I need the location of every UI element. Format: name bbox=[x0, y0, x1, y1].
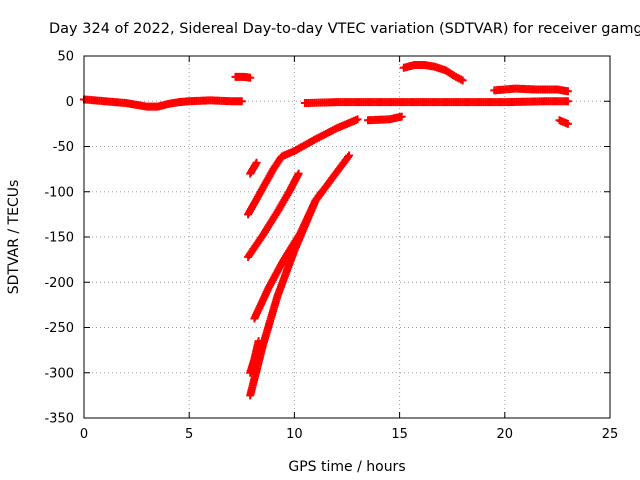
y-tick-label: -300 bbox=[44, 366, 74, 381]
series-curve-b bbox=[244, 169, 303, 261]
data-point bbox=[317, 187, 326, 196]
data-point bbox=[246, 73, 255, 82]
y-axis-label: SDTVAR / TECUs bbox=[6, 180, 22, 295]
data-point bbox=[254, 337, 263, 346]
data-point bbox=[563, 97, 572, 106]
data-points bbox=[80, 61, 572, 400]
plot-frame bbox=[83, 55, 611, 419]
y-tick-label: 50 bbox=[57, 50, 74, 65]
x-tick-label: 0 bbox=[80, 427, 88, 442]
data-marker bbox=[316, 189, 325, 198]
data-point bbox=[294, 169, 303, 178]
grid-lines bbox=[84, 56, 610, 418]
tick-labels: 0 5 10 15 20 25 -350 -300 -250 -200 -150 -100 -50 0 50 bbox=[44, 50, 618, 443]
data-point bbox=[397, 112, 406, 121]
y-tick-label: -250 bbox=[44, 321, 74, 336]
y-tick-label: -150 bbox=[44, 231, 74, 246]
y-tick-label: -350 bbox=[44, 412, 74, 427]
x-tick-label: 10 bbox=[286, 427, 303, 442]
y-tick-label: 0 bbox=[66, 95, 74, 110]
data-point bbox=[563, 87, 572, 96]
series-isolated-tail bbox=[555, 116, 572, 128]
series-curve-a bbox=[244, 115, 362, 219]
x-tick-label: 5 bbox=[185, 427, 193, 442]
x-tick-label: 20 bbox=[497, 427, 514, 442]
series-upper-trace-evening bbox=[490, 84, 572, 96]
axis-ticks bbox=[83, 55, 611, 419]
data-point bbox=[237, 97, 246, 106]
y-tick-label: -200 bbox=[44, 276, 74, 291]
y-tick-label: -100 bbox=[44, 185, 74, 200]
data-point bbox=[353, 115, 362, 124]
series-baseline-midday bbox=[300, 97, 572, 108]
data-point bbox=[563, 119, 572, 128]
series-short-segment-b bbox=[246, 337, 263, 377]
x-tick-label: 15 bbox=[391, 427, 408, 442]
series-short-segment-early bbox=[231, 72, 255, 82]
y-tick-label: -50 bbox=[53, 140, 74, 155]
series-mid-dip bbox=[364, 112, 406, 125]
x-axis-label: GPS time / hours bbox=[288, 459, 405, 475]
series-upper-arc-late bbox=[399, 61, 467, 85]
chart-title: Day 324 of 2022, Sidereal Day-to-day VTE… bbox=[49, 21, 640, 37]
series-curve-d bbox=[246, 187, 326, 400]
series-short-segment-a bbox=[246, 158, 261, 178]
series-baseline-morning bbox=[80, 95, 246, 111]
x-tick-label: 25 bbox=[602, 427, 619, 442]
data-point bbox=[345, 151, 354, 160]
data-point bbox=[252, 158, 261, 167]
data-marker bbox=[343, 153, 352, 162]
data-point bbox=[458, 76, 467, 85]
